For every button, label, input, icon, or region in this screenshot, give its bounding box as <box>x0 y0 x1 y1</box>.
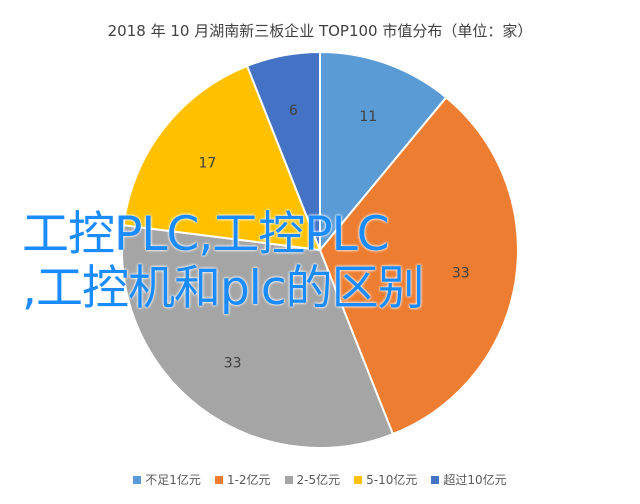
data-label-3: 33 <box>224 356 242 372</box>
legend-swatch-icon <box>354 475 363 484</box>
legend-swatch-icon <box>133 475 142 484</box>
legend-label: 2-5亿元 <box>296 473 341 487</box>
pie-slice-1 <box>319 50 448 253</box>
data-label-4: 17 <box>198 156 216 172</box>
watermark-text: 工控PLC,工控PLC ,工控机和plc的区别 <box>22 207 425 316</box>
legend-item-5: 超过10亿元 <box>431 471 507 488</box>
watermark-line-2: ,工控机和plc的区别 <box>22 261 425 316</box>
chart-legend: 不足1亿元 1-2亿元 2-5亿元 5-10亿元 超过10亿元 <box>0 471 640 488</box>
legend-item-4: 5-10亿元 <box>354 471 417 488</box>
legend-label: 不足1亿元 <box>145 473 201 487</box>
pie-slice-4 <box>122 64 322 252</box>
legend-item-3: 2-5亿元 <box>284 471 341 488</box>
legend-swatch-icon <box>284 475 293 484</box>
legend-swatch-icon <box>214 475 223 484</box>
legend-item-1: 不足1亿元 <box>133 471 201 488</box>
data-label-2: 33 <box>452 265 470 281</box>
data-label-5: 6 <box>289 103 298 119</box>
legend-label: 5-10亿元 <box>366 473 418 487</box>
legend-label: 超过10亿元 <box>443 473 507 487</box>
chart-title: 2018 年 10 月湖南新三板企业 TOP100 市值分布（单位：家） <box>107 22 533 40</box>
pie-slice-3 <box>121 224 395 449</box>
legend-label: 1-2亿元 <box>226 473 271 487</box>
pie-slice-5 <box>245 50 321 251</box>
watermark-line-1: 工控PLC,工控PLC <box>22 207 390 262</box>
legend-item-2: 1-2亿元 <box>214 471 271 488</box>
data-label-1: 11 <box>359 109 377 125</box>
legend-swatch-icon <box>431 475 440 484</box>
pie-slice-2 <box>318 96 519 436</box>
